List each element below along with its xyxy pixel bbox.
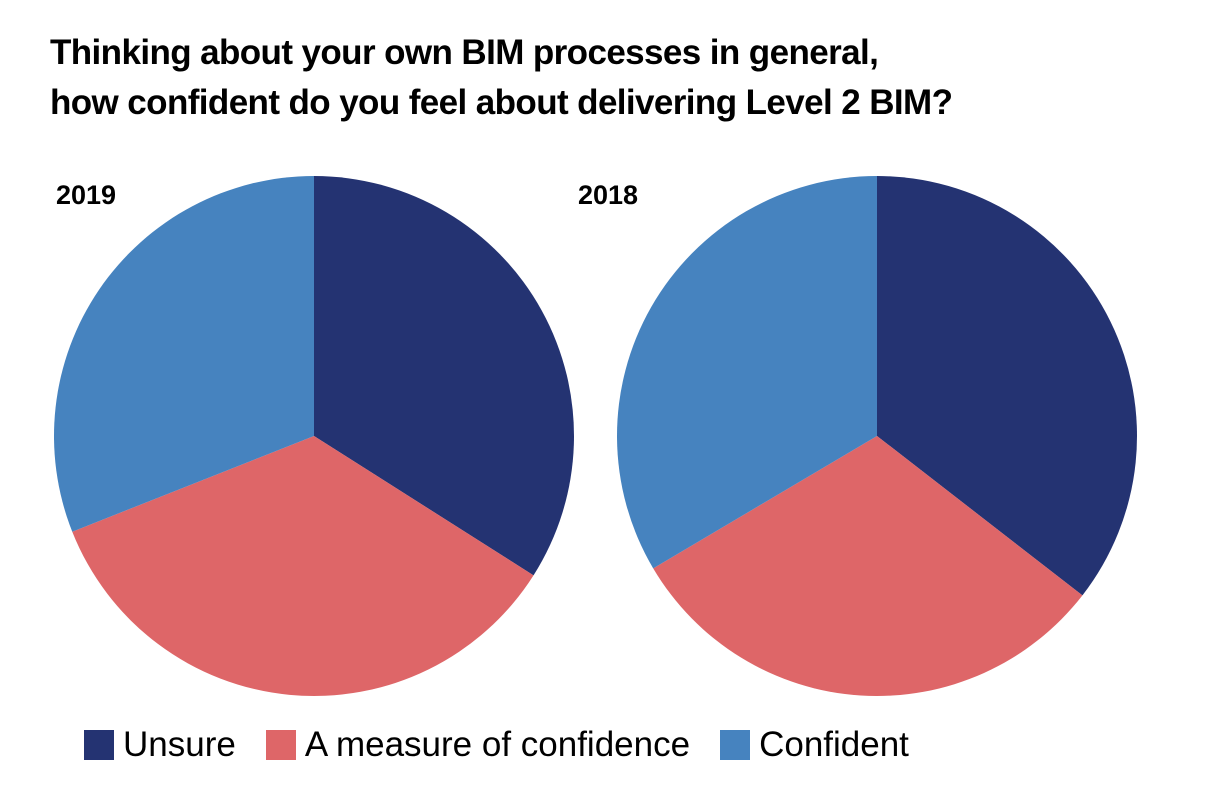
pie-2019 [53,176,574,696]
pie-slice-2018-unsure [877,176,1137,596]
chart-title-line-1: Thinking about your own BIM processes in… [50,33,879,72]
legend-item-measure-of-confidence: A measure of confidence [265,725,691,765]
legend-label-confident: Confident [759,725,909,764]
chart-title: Thinking about your own BIM processes in… [50,28,953,128]
chart-title-line-2: how confident do you feel about deliveri… [50,83,953,122]
pie-title-2019: 2019 [56,180,117,210]
legend-swatch-confident [720,730,751,760]
legend-swatch-measure-of-confidence [265,730,296,760]
legend-item-unsure: Unsure [84,725,236,765]
legend-item-confident: Confident [720,725,909,765]
pie-slice-2019-unsure [314,176,574,576]
legend-swatch-unsure [84,730,114,760]
legend: Unsure A measure of confidence Confident [84,725,939,765]
pie-slice-2019-a-measure-of-confidence [72,436,534,696]
pie-slice-2018-confident [617,176,877,569]
pie-slice-2019-confident [53,176,315,532]
pie-title-2018: 2018 [578,180,639,210]
legend-label-measure-of-confidence: A measure of confidence [304,725,691,764]
pie-2018 [617,176,1137,696]
legend-label-unsure: Unsure [123,725,236,764]
pie-slice-2018-a-measure-of-confidence [653,436,1083,696]
